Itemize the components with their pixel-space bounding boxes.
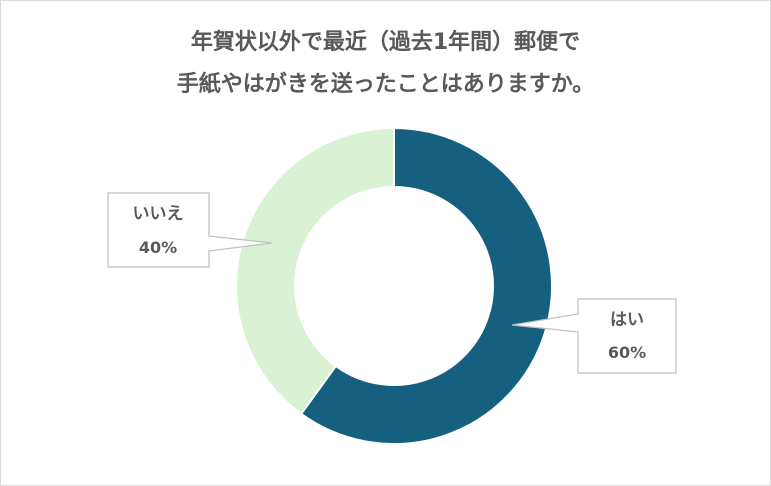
chart-title: 年賀状以外で最近（過去1年間）郵便で 手紙やはがきを送ったことはありますか。: [0, 22, 771, 106]
callout-no-box: [107, 192, 273, 268]
callout-yes-box: [511, 298, 677, 374]
callout-yes: はい 60%: [511, 298, 677, 374]
chart-title-line-1: 年賀状以外で最近（過去1年間）郵便で: [190, 30, 581, 55]
donut-slice-no: [235, 126, 395, 416]
callout-no: いいえ 40%: [107, 192, 273, 268]
callout-yes-value: 60%: [608, 343, 646, 362]
donut-slices: [235, 126, 553, 445]
callout-yes-label: はい: [610, 310, 644, 330]
chart-title-line-2: 手紙やはがきを送ったことはありますか。: [176, 72, 595, 97]
callout-no-label: いいえ: [133, 204, 184, 224]
donut-slice-yes: [299, 126, 553, 445]
callout-no-value: 40%: [139, 238, 177, 257]
